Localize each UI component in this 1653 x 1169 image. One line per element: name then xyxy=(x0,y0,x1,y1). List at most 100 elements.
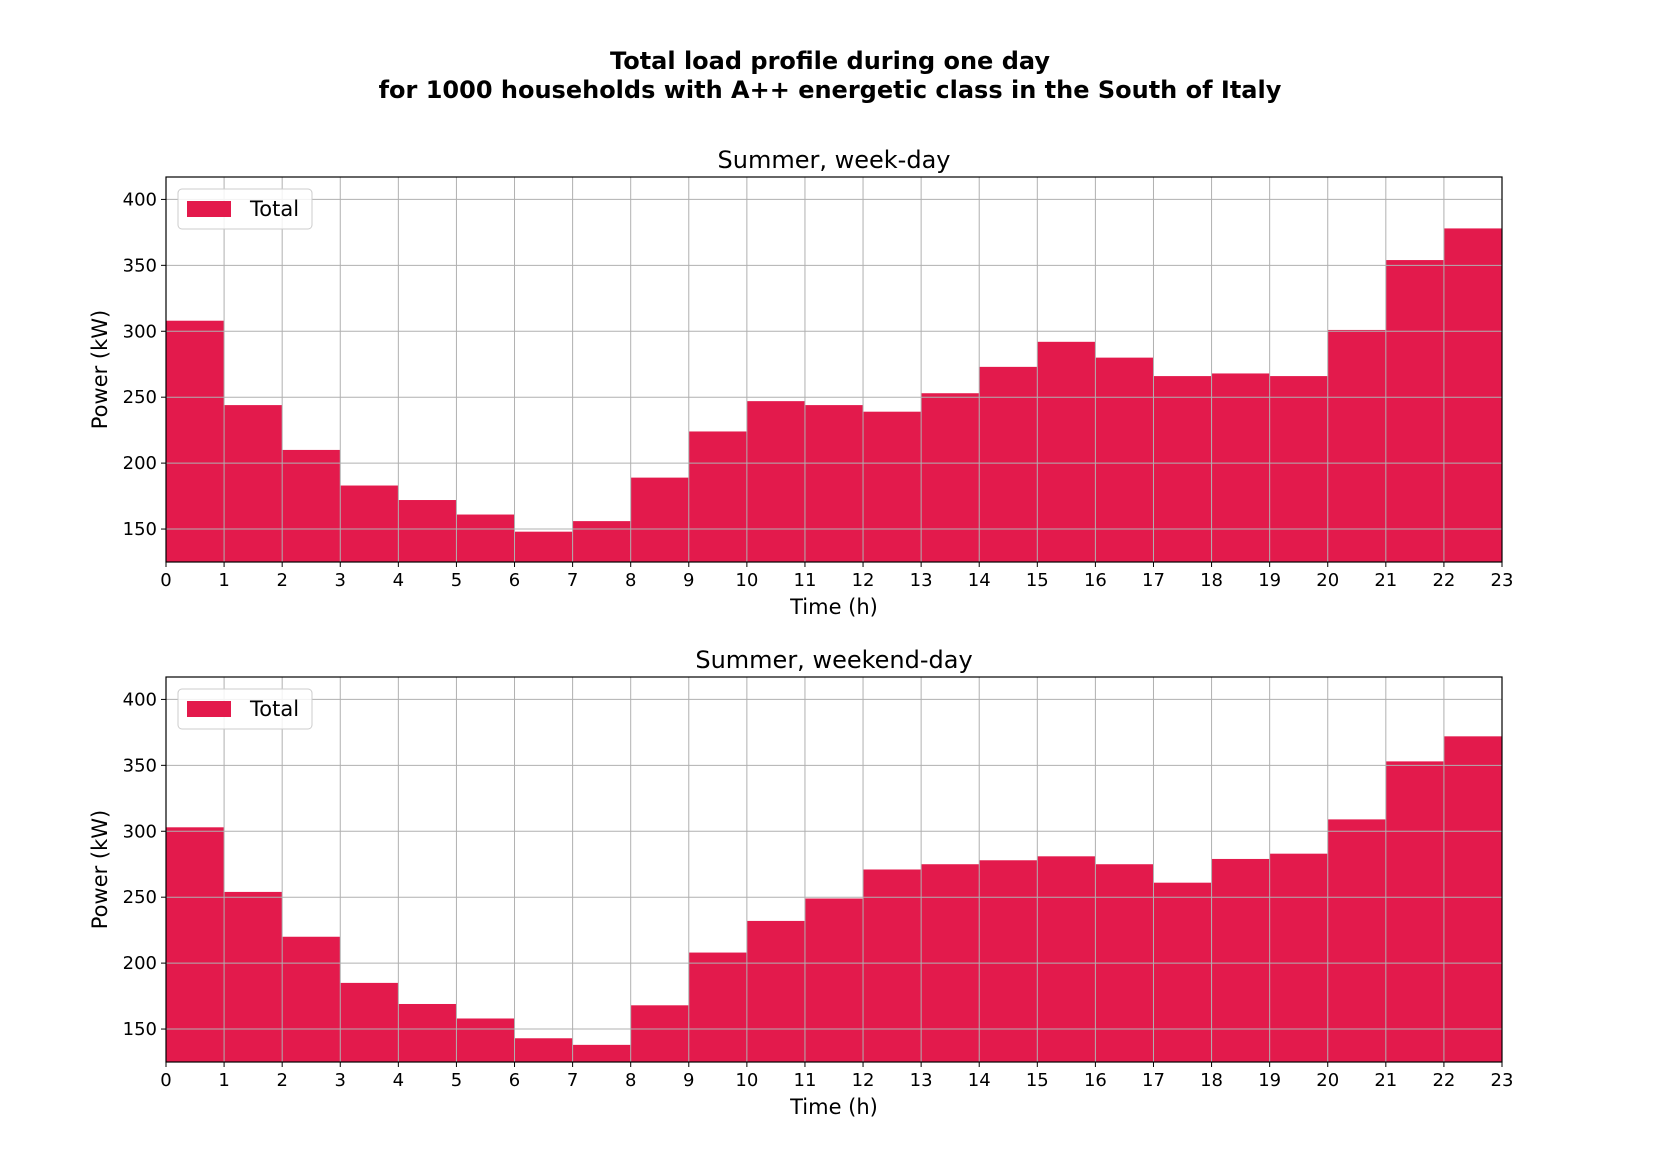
chart-1-bar xyxy=(1385,260,1444,562)
chart-1-bar xyxy=(804,405,864,562)
chart-1-y-tick-label: 300 xyxy=(123,321,157,342)
chart-2-legend-box xyxy=(177,688,313,730)
chart-2-bar xyxy=(979,860,1038,1062)
chart-1-x-tick-label: 20 xyxy=(1316,570,1339,591)
chart-2-bar xyxy=(514,1038,573,1062)
chart-2-x-tick-label: 23 xyxy=(1491,1070,1514,1091)
figure-title-line-1: Total load profile during one day xyxy=(610,47,1050,75)
chart-2-x-tick-label: 11 xyxy=(794,1070,817,1091)
chart-2-y-tick-label: 400 xyxy=(123,689,157,710)
chart-1-title: Summer, week-day xyxy=(718,146,951,174)
chart-2-bar xyxy=(1327,819,1386,1062)
chart-1-bar xyxy=(1153,376,1212,562)
chart-2-x-tick-label: 5 xyxy=(451,1070,462,1091)
chart-1-legend: Total xyxy=(177,188,313,230)
chart-1-x-tick-label: 5 xyxy=(451,570,462,591)
chart-1-x-tick-label: 7 xyxy=(567,570,578,591)
chart-1-bar xyxy=(746,401,805,562)
chart-2-title: Summer, weekend-day xyxy=(695,646,972,674)
chart-2-y-tick-label: 150 xyxy=(123,1019,157,1040)
chart-2-bar xyxy=(456,1018,515,1062)
chart-2-bar xyxy=(1211,858,1270,1062)
chart-2-bar xyxy=(746,920,805,1062)
chart-1-bar xyxy=(1037,341,1096,562)
chart-1-x-tick-label: 1 xyxy=(218,570,229,591)
chart-2-bar xyxy=(804,898,864,1062)
chart-2-bar xyxy=(1269,853,1328,1062)
chart-1-bar xyxy=(630,477,689,562)
chart-2-x-tick-label: 3 xyxy=(335,1070,346,1091)
chart-1-bar xyxy=(166,320,225,562)
chart-2-x-tick-label: 2 xyxy=(276,1070,287,1091)
chart-2-bar xyxy=(1153,882,1212,1062)
chart-1-x-tick-label: 13 xyxy=(910,570,933,591)
chart-1-bar xyxy=(1443,228,1502,562)
chart-2-x-tick-label: 9 xyxy=(683,1070,694,1091)
chart-1-y-axis-label: Power (kW) xyxy=(88,310,112,429)
chart-1-x-tick-label: 16 xyxy=(1084,570,1107,591)
chart-1-y-tick-label: 350 xyxy=(123,255,157,276)
chart-1-bar xyxy=(921,393,980,562)
chart-2-y-tick-label: 300 xyxy=(123,821,157,842)
figure-title-line-2: for 1000 households with A++ energetic c… xyxy=(379,76,1282,104)
chart-2-plot: 0 1 2 3 4 5 6 7 8 9 10 11 12 13 14 15 16 17 18 19 20 21 22 2315… xyxy=(88,646,1513,1119)
chart-2-y-axis-label: Power (kW) xyxy=(88,810,112,929)
chart-1-y-tick-label: 250 xyxy=(123,387,157,408)
chart-2-x-tick-label: 15 xyxy=(1026,1070,1049,1091)
chart-2-bar xyxy=(224,891,283,1062)
chart-2-bar xyxy=(572,1044,631,1062)
chart-1-bar xyxy=(282,449,341,562)
chart-1-x-tick-label: 9 xyxy=(683,570,694,591)
chart-1-bar xyxy=(340,485,399,562)
chart-1-bar xyxy=(224,405,283,562)
chart-2-bar xyxy=(688,952,747,1062)
chart-1-x-tick-label: 19 xyxy=(1258,570,1281,591)
chart-2-bar xyxy=(1443,736,1502,1062)
chart-1-x-tick-label: 6 xyxy=(509,570,520,591)
chart-2-bar xyxy=(863,869,922,1062)
chart-1-bar xyxy=(1211,373,1270,562)
chart-1-y-tick-label: 200 xyxy=(123,453,157,474)
chart-2-x-tick-label: 8 xyxy=(625,1070,636,1091)
chart-1-bar xyxy=(863,411,922,562)
chart-1-y-tick-label: 150 xyxy=(123,519,157,540)
chart-1-legend-label: Total xyxy=(249,197,299,221)
chart-1-bar xyxy=(572,521,631,562)
chart-2-bar xyxy=(1037,856,1096,1062)
chart-1-bar xyxy=(456,514,515,562)
chart-2-x-tick-label: 10 xyxy=(735,1070,758,1091)
chart-1-x-axis-label: Time (h) xyxy=(789,595,878,619)
chart-2-bar xyxy=(282,936,341,1062)
chart-1-bar xyxy=(979,366,1038,562)
chart-2-x-tick-label: 1 xyxy=(218,1070,229,1091)
chart-1-legend-swatch xyxy=(187,201,231,217)
chart-2-x-axis-label: Time (h) xyxy=(789,1095,878,1119)
chart-1-x-tick-label: 21 xyxy=(1374,570,1397,591)
chart-1-y-tick-label: 400 xyxy=(123,189,157,210)
chart-1-x-tick-label: 14 xyxy=(968,570,991,591)
chart-1-legend-box xyxy=(177,188,313,230)
chart-2-legend: Total xyxy=(177,688,313,730)
chart-1-x-tick-label: 0 xyxy=(160,570,171,591)
chart-1-x-tick-label: 15 xyxy=(1026,570,1049,591)
chart-1-x-tick-label: 4 xyxy=(393,570,404,591)
chart-1-x-tick-label: 18 xyxy=(1200,570,1223,591)
chart-2-x-tick-label: 20 xyxy=(1316,1070,1339,1091)
chart-2-x-tick-label: 17 xyxy=(1142,1070,1165,1091)
chart-2-x-tick-label: 22 xyxy=(1432,1070,1455,1091)
chart-2-x-tick-label: 19 xyxy=(1258,1070,1281,1091)
chart-2-legend-swatch xyxy=(187,701,231,717)
chart-1-bar xyxy=(514,531,573,562)
chart-2-x-tick-label: 6 xyxy=(509,1070,520,1091)
chart-2-y-tick-label: 350 xyxy=(123,755,157,776)
chart-2-x-tick-label: 12 xyxy=(852,1070,875,1091)
chart-1-x-tick-label: 22 xyxy=(1432,570,1455,591)
chart-2-x-tick-label: 4 xyxy=(393,1070,404,1091)
chart-2-bar xyxy=(166,827,225,1062)
chart-2-x-tick-label: 14 xyxy=(968,1070,991,1091)
chart-1-x-tick-label: 12 xyxy=(852,570,875,591)
chart-2-bar xyxy=(1385,761,1444,1062)
chart-1-bar xyxy=(1269,376,1328,562)
chart-1-x-tick-label: 2 xyxy=(276,570,287,591)
